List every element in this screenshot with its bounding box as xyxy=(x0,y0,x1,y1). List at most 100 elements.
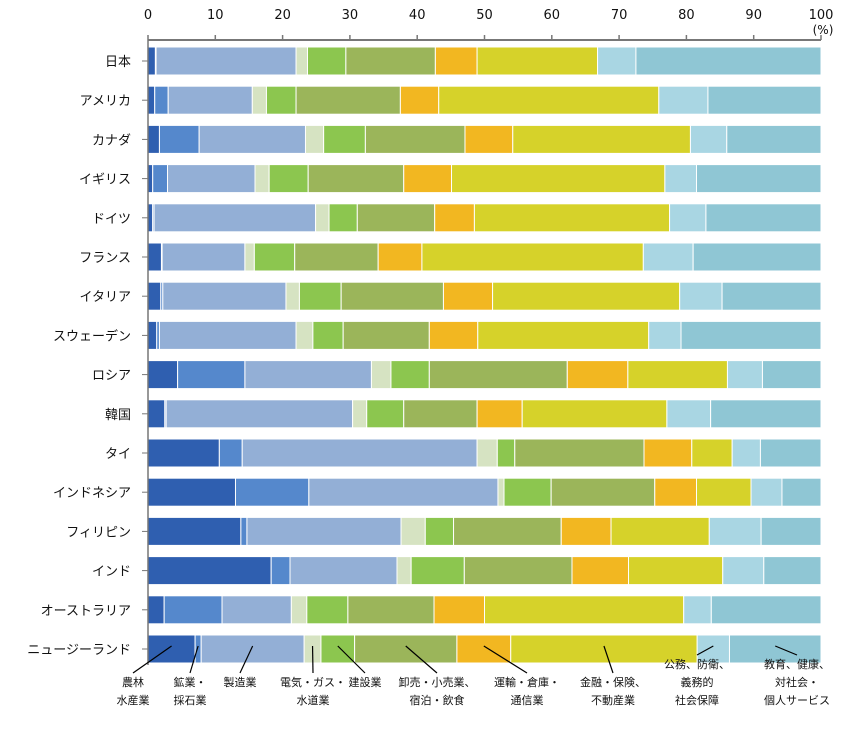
bar-segment xyxy=(147,399,166,429)
bar-segment xyxy=(295,85,401,115)
bar-segment xyxy=(177,360,246,390)
category-label: オーストラリア xyxy=(41,604,131,619)
bar-segment xyxy=(666,399,712,429)
category-label: インド xyxy=(92,565,131,580)
bar-segment xyxy=(254,164,270,194)
bar-segment xyxy=(147,477,236,507)
x-axis-tick-label: 90 xyxy=(745,8,762,23)
bar-segment xyxy=(306,595,349,625)
bar-segment xyxy=(721,281,822,311)
bar-segment xyxy=(610,516,710,546)
bar-segment xyxy=(695,477,752,507)
x-axis-tick-label: 100 xyxy=(809,8,834,23)
bar-segment xyxy=(345,46,436,76)
bar-segment xyxy=(476,438,498,468)
legend-label: 金融・保険、不動産業 xyxy=(580,675,646,707)
bar-segment xyxy=(340,281,444,311)
bar-segment xyxy=(759,438,822,468)
bar-segment xyxy=(152,164,169,194)
bar-segment xyxy=(147,556,272,586)
bar-segment xyxy=(434,46,478,76)
bar-segment xyxy=(244,360,372,390)
bar-segment xyxy=(560,516,612,546)
legend-label: 製造業 xyxy=(224,675,257,689)
x-axis-tick-label: 10 xyxy=(207,8,224,23)
legend-label: 農林水産業 xyxy=(117,675,150,707)
bar-segment xyxy=(484,595,685,625)
plot-area xyxy=(147,46,822,664)
bar-segment xyxy=(390,360,430,390)
bar-segment xyxy=(158,124,200,154)
bar-segment xyxy=(710,399,822,429)
bar-segment xyxy=(410,556,465,586)
x-axis-unit-label: (%) xyxy=(813,23,834,37)
category-label: 韓国 xyxy=(105,408,131,423)
legend-leader-line xyxy=(696,645,714,656)
bar-segment xyxy=(364,124,466,154)
bar-segment xyxy=(403,399,478,429)
bar-segment xyxy=(642,242,694,272)
bar-segment xyxy=(153,203,317,233)
x-axis-tick-label: 50 xyxy=(476,8,493,23)
bar-segment xyxy=(147,124,160,154)
bar-segment xyxy=(167,85,253,115)
bar-segment xyxy=(708,516,762,546)
bar-segment xyxy=(566,360,629,390)
bar-segment xyxy=(147,281,162,311)
category-label: アメリカ xyxy=(80,94,131,109)
bar-segment xyxy=(354,634,458,664)
bar-segment xyxy=(307,46,347,76)
bar-segment xyxy=(760,516,822,546)
bar-segment xyxy=(241,438,478,468)
bar-segment xyxy=(763,556,822,586)
x-axis-tick-label: 80 xyxy=(678,8,695,23)
legend-label: 公務、防衛、義務的社会保障 xyxy=(664,657,730,707)
legend-leader-line xyxy=(239,645,254,674)
bar-segment xyxy=(165,399,354,429)
bar-segment xyxy=(473,203,671,233)
bar-segment xyxy=(664,164,697,194)
bar-segment xyxy=(147,242,162,272)
bar-segment xyxy=(294,242,379,272)
bar-segment xyxy=(356,203,436,233)
bar-segment xyxy=(295,320,314,350)
bar-segment xyxy=(496,438,516,468)
bar-segment xyxy=(328,203,358,233)
bar-segment xyxy=(244,242,255,272)
bar-segment xyxy=(200,634,305,664)
bar-segment xyxy=(635,46,822,76)
bar-segment xyxy=(722,556,765,586)
bar-segment xyxy=(669,203,707,233)
bar-segment xyxy=(510,634,698,664)
bar-segment xyxy=(400,516,426,546)
bar-segment xyxy=(643,438,693,468)
bar-segment xyxy=(658,85,709,115)
bar-segment xyxy=(320,634,356,664)
bar-segment xyxy=(158,320,297,350)
bar-segment xyxy=(295,46,309,76)
bar-segment xyxy=(147,516,242,546)
bar-segment xyxy=(396,556,412,586)
bar-segment xyxy=(654,477,697,507)
bar-segment xyxy=(253,242,296,272)
x-axis-tick-label: 30 xyxy=(342,8,359,23)
bar-segment xyxy=(370,360,392,390)
category-label: カナダ xyxy=(92,133,131,148)
bar-segment xyxy=(304,124,325,154)
bar-segment xyxy=(308,477,499,507)
bar-segment xyxy=(218,438,243,468)
bar-segment xyxy=(707,85,822,115)
bar-segment xyxy=(512,124,691,154)
bar-segment xyxy=(476,399,523,429)
bar-segment xyxy=(648,320,682,350)
bar-segment xyxy=(514,438,645,468)
category-label: ロシア xyxy=(92,369,131,384)
x-axis-tick-label: 0 xyxy=(144,8,152,23)
bar-segment xyxy=(424,516,455,546)
bar-segment xyxy=(597,46,637,76)
category-label: フランス xyxy=(79,251,131,266)
bar-segment xyxy=(477,320,650,350)
bar-segment xyxy=(692,242,822,272)
